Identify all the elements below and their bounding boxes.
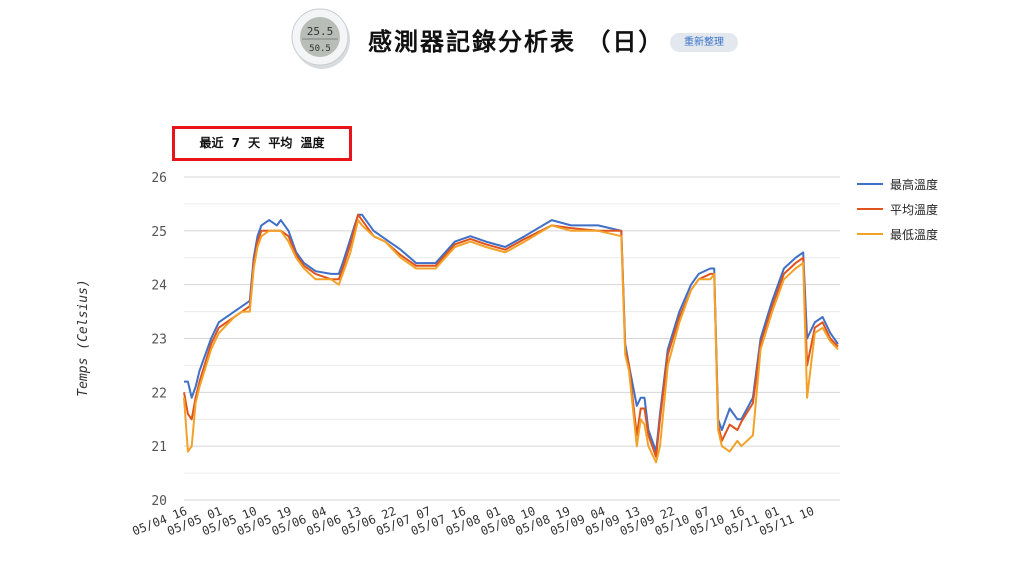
- y-tick-label: 23: [151, 333, 167, 348]
- y-tick-label: 25: [151, 225, 167, 240]
- y-tick-label: 26: [151, 171, 167, 186]
- y-tick-label: 20: [151, 494, 167, 509]
- chart-title: 最近 7 天 平均 溫度: [199, 136, 325, 150]
- legend-label: 最高溫度: [890, 177, 938, 192]
- device-temp: 25.5: [307, 25, 334, 38]
- refresh-button[interactable]: 重新整理: [670, 33, 738, 52]
- y-tick-label: 24: [151, 279, 167, 294]
- y-tick-label: 21: [151, 440, 167, 455]
- series-line-1: [184, 213, 839, 453]
- legend-label: 平均溫度: [890, 202, 938, 217]
- device-humidity: 50.5: [309, 44, 331, 54]
- y-axis-title: Temps (Celsius): [76, 279, 91, 396]
- chart-title-box: 最近 7 天 平均 溫度: [172, 126, 352, 161]
- series-line-3: [183, 219, 839, 464]
- y-tick-label: 22: [151, 386, 167, 401]
- page-title: 感測器記錄分析表 （日）: [368, 28, 665, 56]
- series-line-2: [183, 213, 839, 458]
- device-image: 25.5 50.5: [291, 6, 351, 70]
- legend-label: 最低溫度: [890, 227, 938, 242]
